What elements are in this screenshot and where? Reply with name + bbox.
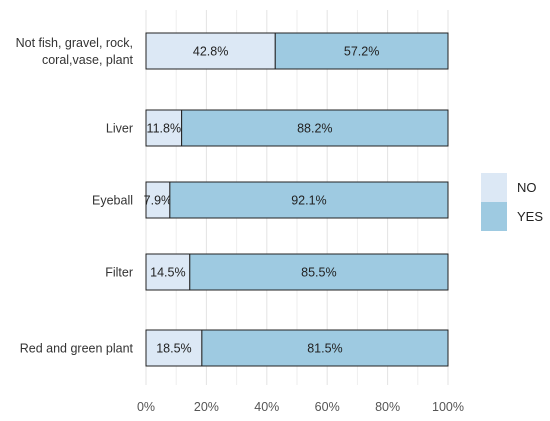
bar-segment-no	[145, 329, 203, 367]
bar-value-label: 18.5%	[156, 342, 191, 356]
bar-value-label: 85.5%	[301, 266, 336, 280]
category-label: Filter	[105, 266, 133, 280]
bars: 42.8% 57.2% 11.8% 88.2% 7.9% 92.1% 14.5% 85.5% 1…	[144, 32, 449, 367]
bar-segment-no	[145, 32, 276, 70]
legend-swatch-no	[481, 173, 507, 202]
bar-value-label: 14.5%	[150, 266, 185, 280]
x-tick-label: 0%	[137, 400, 155, 414]
bar-segment-yes	[201, 329, 449, 367]
category-label: Liver	[106, 122, 133, 136]
category-label: Red and green plant	[20, 342, 134, 356]
legend-label-yes: YES	[517, 209, 543, 224]
legend-swatch-yes	[481, 202, 507, 231]
x-tick-label: 80%	[375, 400, 400, 414]
x-tick-label: 100%	[432, 400, 464, 414]
x-axis-ticks: 0% 20% 40% 60% 80% 100%	[137, 400, 464, 414]
bar-segment-no	[145, 253, 191, 291]
category-labels: Not fish, gravel, rock, coral,vase, plant…	[16, 36, 134, 356]
bar-value-label: 11.8%	[147, 122, 182, 136]
bar-value-label: 7.9%	[144, 194, 173, 208]
bar-value-label: 42.8%	[193, 45, 228, 59]
category-label: coral,vase, plant	[42, 53, 134, 67]
bar-segment-yes	[181, 109, 449, 147]
bar-value-label: 81.5%	[307, 342, 342, 356]
legend-label-no: NO	[517, 180, 537, 195]
x-tick-label: 20%	[194, 400, 219, 414]
bar-value-label: 92.1%	[291, 194, 326, 208]
bar-segment-yes	[189, 253, 449, 291]
bar-segment-yes	[274, 32, 449, 70]
bar-segment-yes	[169, 181, 449, 219]
legend: NO YES	[481, 173, 543, 231]
bar-value-label: 88.2%	[297, 122, 332, 136]
x-tick-label: 60%	[315, 400, 340, 414]
bar-value-label: 57.2%	[344, 45, 379, 59]
category-label: Not fish, gravel, rock,	[16, 36, 133, 50]
x-tick-label: 40%	[254, 400, 279, 414]
category-label: Eyeball	[92, 194, 133, 208]
